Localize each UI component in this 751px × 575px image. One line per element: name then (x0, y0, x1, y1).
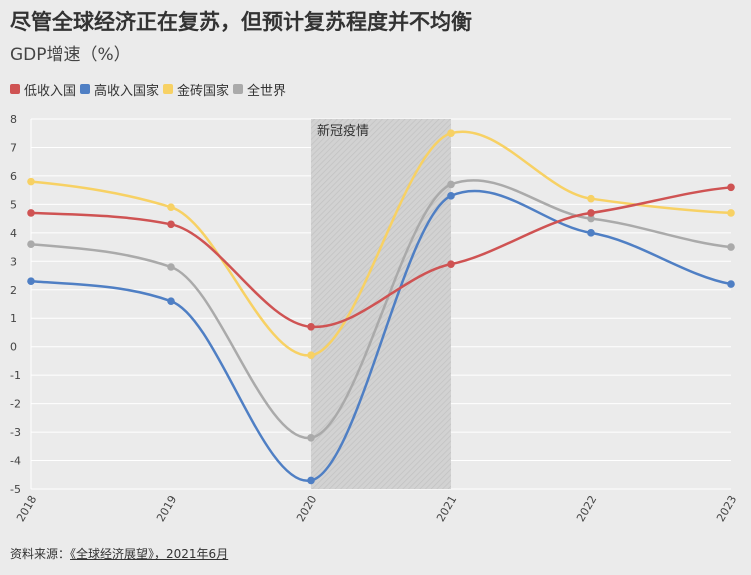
data-point-全世界-2018 (27, 240, 35, 249)
legend-swatch-low-income (10, 84, 20, 94)
x-tick-label: 2020 (294, 493, 319, 524)
x-tick-label: 2019 (154, 493, 179, 524)
legend-swatch-brics (163, 84, 174, 94)
data-point-金砖国家-2018 (27, 177, 35, 186)
data-point-低收入国-2018 (27, 209, 35, 217)
y-tick-label: 3 (10, 255, 17, 268)
y-tick-label: -1 (10, 369, 21, 382)
data-point-金砖国家-2023 (727, 209, 735, 217)
x-tick-label: 2021 (434, 493, 459, 524)
data-point-高收入国家-2018 (27, 277, 35, 286)
data-point-全世界-2023 (727, 243, 735, 251)
y-tick-label: 7 (10, 141, 17, 154)
legend-label-world: 全世界 (247, 83, 287, 99)
data-point-金砖国家-2021 (447, 129, 455, 138)
data-point-高收入国家-2023 (727, 280, 735, 288)
series-line-低收入国 (29, 186, 733, 329)
legend-label-brics: 金砖国家 (177, 83, 230, 99)
data-point-低收入国-2020 (307, 322, 315, 331)
source-note: 资料来源：《全球经济展望》，2021年6月 (10, 545, 228, 562)
chart-title: 尽管全球经济正在复苏，但预计复苏程度并不均衡 (10, 10, 472, 34)
y-tick-label: 1 (10, 312, 17, 325)
y-tick-label: 8 (10, 113, 17, 126)
y-tick-label: -2 (10, 398, 21, 411)
x-tick-label: 2018 (14, 493, 39, 524)
legend-item-high-income[interactable]: 高收入国家 (80, 80, 159, 99)
data-point-低收入国-2019 (167, 220, 175, 229)
legend-swatch-high-income (80, 84, 91, 94)
data-point-金砖国家-2020 (307, 351, 315, 360)
legend: 低收入国 高收入国家 金砖国家 全世界 (10, 80, 290, 99)
chart-subtitle: GDP增速（%） (10, 45, 131, 65)
data-point-高收入国家-2020 (307, 476, 315, 485)
legend-label-low-income: 低收入国 (24, 83, 77, 99)
data-point-全世界-2022 (587, 214, 595, 223)
y-tick-label: 2 (10, 284, 17, 297)
data-point-低收入国-2021 (447, 260, 455, 268)
legend-item-low-income[interactable]: 低收入国 (10, 80, 76, 99)
legend-item-world[interactable]: 全世界 (233, 80, 286, 99)
data-point-全世界-2021 (447, 180, 455, 189)
source-link[interactable]: 《全球经济展望》，2021年6月 (70, 547, 229, 561)
x-tick-label: 2022 (574, 493, 599, 524)
y-tick-label: 6 (10, 170, 17, 183)
legend-swatch-world (233, 84, 244, 94)
y-tick-label: 5 (10, 198, 17, 211)
data-point-高收入国家-2019 (167, 297, 175, 305)
covid-band-label: 新冠疫情 (317, 123, 369, 139)
data-point-高收入国家-2021 (447, 192, 455, 200)
data-points (27, 129, 735, 485)
y-tick-label: -4 (10, 455, 21, 468)
y-tick-label: 0 (10, 341, 17, 354)
data-point-全世界-2019 (167, 263, 175, 271)
data-point-低收入国-2023 (727, 183, 735, 192)
source-prefix: 资料来源： (10, 547, 71, 561)
data-point-高收入国家-2022 (587, 229, 595, 237)
data-point-全世界-2020 (307, 433, 315, 442)
covid-band: 新冠疫情 (311, 119, 451, 489)
y-tick-label: -5 (10, 483, 21, 496)
x-tick-label: 2023 (714, 493, 739, 524)
data-point-金砖国家-2019 (167, 203, 175, 212)
y-tick-label: 4 (10, 227, 17, 240)
legend-label-high-income: 高收入国家 (94, 83, 160, 99)
data-point-金砖国家-2022 (587, 194, 595, 203)
data-point-低收入国-2022 (587, 209, 595, 217)
legend-item-brics[interactable]: 金砖国家 (163, 80, 229, 99)
covid-band-rect (311, 119, 451, 489)
y-tick-label: -3 (10, 426, 21, 439)
